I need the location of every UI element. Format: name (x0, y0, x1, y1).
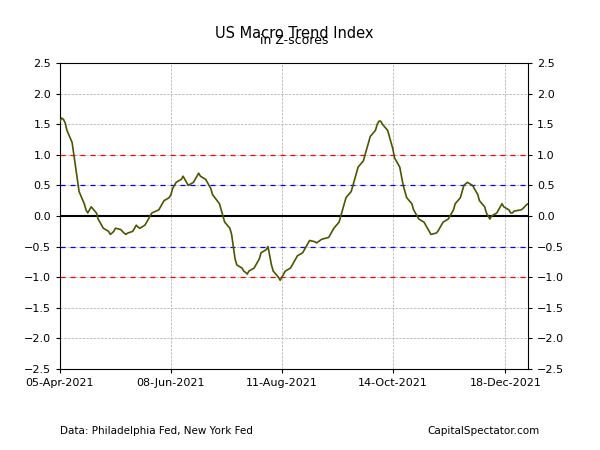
Text: Data: Philadelphia Fed, New York Fed: Data: Philadelphia Fed, New York Fed (60, 427, 253, 436)
Text: CapitalSpectator.com: CapitalSpectator.com (428, 427, 540, 436)
Title: US Macro Trend Index: US Macro Trend Index (215, 26, 373, 41)
Text: in Z-scores: in Z-scores (260, 34, 328, 47)
